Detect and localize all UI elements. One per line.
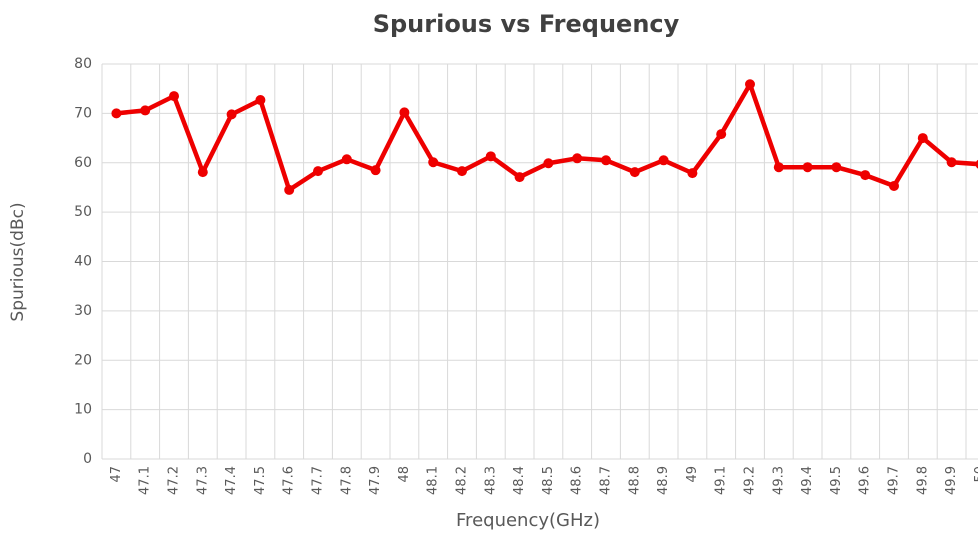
data-point: [687, 168, 698, 179]
data-point: [111, 108, 122, 119]
x-tick-label: 48.6: [570, 466, 585, 495]
x-tick-label: 49.5: [829, 466, 844, 495]
x-tick-label: 49: [685, 466, 700, 483]
data-point: [514, 172, 525, 183]
data-point: [745, 79, 755, 90]
x-tick-label: 47.8: [339, 466, 354, 495]
y-axis-label: Spurious(dBc): [8, 202, 28, 321]
x-tick-label: 48.1: [426, 466, 441, 495]
x-tick-label: 47.9: [368, 466, 383, 495]
data-point: [889, 180, 899, 191]
x-tick-label: 48.7: [599, 466, 614, 495]
data-point: [860, 170, 871, 181]
y-tick-label: 20: [74, 352, 92, 368]
x-tick-label: 47.5: [253, 466, 268, 495]
x-tick-label: 47.3: [195, 466, 210, 495]
y-tick-label: 10: [74, 402, 92, 418]
data-point: [917, 133, 928, 144]
y-tick-label: 0: [83, 451, 92, 467]
x-tick-label: 49.9: [944, 466, 959, 495]
x-tick-label: 48.4: [512, 466, 527, 495]
data-point: [457, 166, 467, 177]
y-tick-label: 50: [74, 204, 92, 220]
data-point: [226, 109, 237, 120]
data-point: [946, 157, 957, 168]
x-tick-label: 47.2: [167, 466, 182, 495]
data-point: [428, 157, 439, 168]
x-tick-label: 47.7: [311, 466, 326, 495]
x-tick-label: 47: [109, 466, 124, 483]
data-point: [255, 95, 266, 106]
data-point: [197, 167, 208, 178]
data-point: [802, 162, 813, 173]
x-tick-label: 49.6: [858, 466, 873, 495]
data-point: [370, 165, 381, 176]
x-tick-label: 49.3: [771, 466, 786, 495]
data-point: [773, 162, 784, 173]
x-tick-label: 49.8: [915, 466, 930, 495]
x-tick-label: 47.1: [138, 466, 153, 495]
data-point: [716, 129, 727, 140]
x-tick-label: 48.2: [455, 466, 470, 495]
data-point: [485, 151, 496, 162]
x-tick-label: 47.6: [282, 466, 297, 495]
data-point: [140, 105, 151, 116]
x-tick-label: 48.3: [483, 466, 498, 495]
data-point: [284, 184, 295, 195]
x-tick-label: 48: [397, 466, 412, 483]
y-tick-label: 80: [74, 56, 92, 72]
x-tick-label: 50: [973, 466, 978, 483]
data-point: [572, 153, 583, 164]
data-point: [975, 159, 978, 169]
y-tick-label: 30: [74, 303, 92, 319]
x-tick-label: 48.8: [627, 466, 642, 495]
data-point: [658, 155, 669, 166]
x-tick-label: 49.2: [743, 466, 758, 495]
data-point: [601, 155, 611, 166]
data-point: [169, 91, 179, 102]
x-tick-label: 48.5: [541, 466, 556, 495]
x-tick-label: 48.9: [656, 466, 671, 495]
x-tick-label: 49.4: [800, 466, 815, 495]
x-tick-label: 49.1: [714, 466, 729, 495]
chart-title: Spurious vs Frequency: [373, 10, 680, 38]
data-point: [399, 107, 410, 118]
data-point: [313, 166, 323, 177]
data-point: [341, 154, 352, 165]
x-tick-label: 47.4: [224, 466, 239, 495]
x-tick-label: 49.7: [887, 466, 902, 495]
x-axis-label: Frequency(GHz): [456, 510, 600, 531]
y-tick-label: 60: [74, 155, 92, 171]
y-tick-label: 70: [74, 105, 92, 121]
data-point: [629, 167, 640, 178]
y-tick-label: 40: [74, 254, 92, 270]
data-point: [543, 158, 554, 169]
data-point: [831, 162, 842, 173]
